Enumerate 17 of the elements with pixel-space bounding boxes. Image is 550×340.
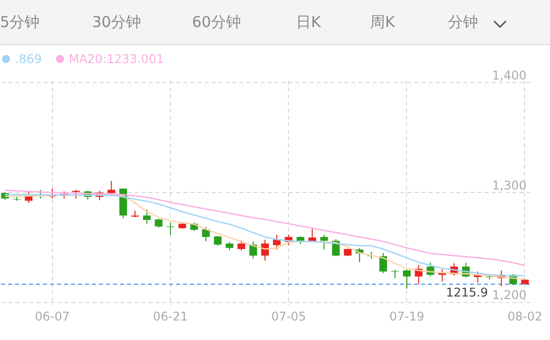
text: 分钟 xyxy=(448,13,478,32)
text: 30分钟 xyxy=(92,13,142,32)
text: 5分钟 xyxy=(0,13,40,32)
x-tick-label: 07-19 xyxy=(389,310,424,324)
y-tick-label: 1,200 xyxy=(492,288,526,302)
legend-label: .869 xyxy=(14,52,42,66)
x-tick-label: 08-02 xyxy=(508,310,542,324)
y-tick-label: 1,400 xyxy=(492,68,526,83)
y-tick-label: 1,300 xyxy=(492,178,526,192)
text: 周K xyxy=(370,13,395,32)
text: 60分钟 xyxy=(192,13,242,32)
x-tick-label: 06-21 xyxy=(153,310,188,324)
ref-line-label: 1215.9 xyxy=(446,285,488,300)
text: 日K xyxy=(296,13,321,32)
legend-label: MA20:1233.001 xyxy=(68,52,164,66)
x-tick-label: 07-05 xyxy=(271,310,306,324)
x-tick-label: 06-07 xyxy=(34,310,70,324)
